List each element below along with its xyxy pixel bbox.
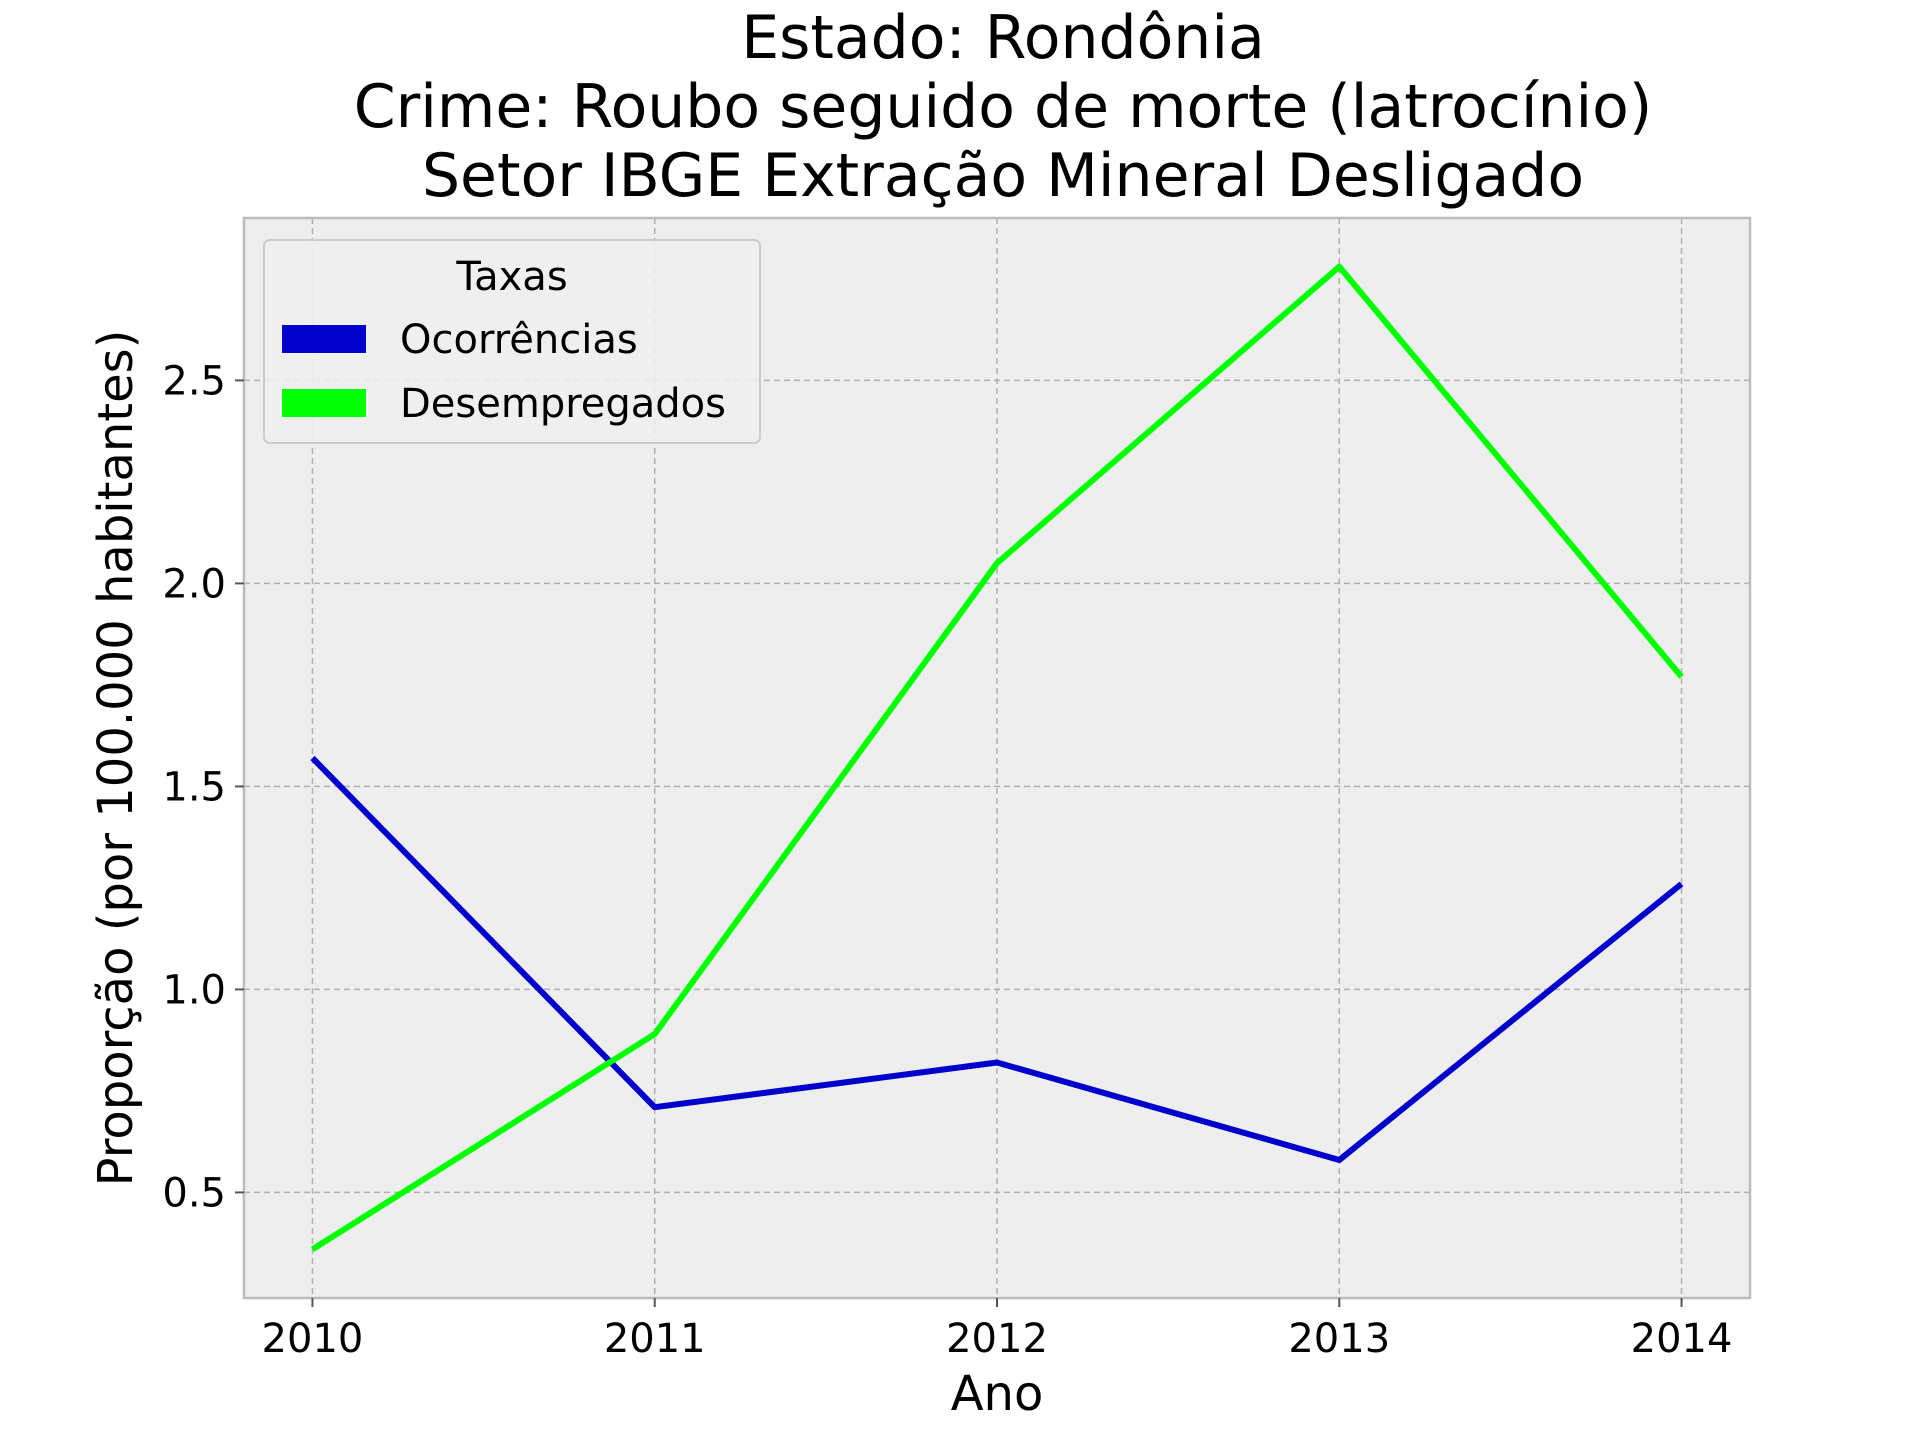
title-line-3: Setor IBGE Extração Mineral Desligado bbox=[422, 141, 1584, 211]
series bbox=[310, 263, 1684, 1252]
legend-swatch-desempregados bbox=[282, 389, 366, 417]
y-axis-label: Proporção (por 100.000 habitantes) bbox=[88, 330, 144, 1187]
y-tick-label: 2.5 bbox=[162, 358, 226, 404]
legend-title: Taxas bbox=[455, 254, 567, 300]
legend-label-desempregados: Desempregados bbox=[400, 381, 726, 427]
x-tick-label: 2014 bbox=[1631, 1316, 1733, 1362]
legend: Taxas Ocorrências Desempregados bbox=[263, 239, 761, 444]
title-line-2: Crime: Roubo seguido de morte (latrocíni… bbox=[354, 72, 1653, 142]
x-tick-label: 2011 bbox=[604, 1316, 706, 1362]
x-tick-label: 2013 bbox=[1288, 1316, 1390, 1362]
y-tick-label: 0.5 bbox=[162, 1170, 226, 1216]
x-axis-label: Ano bbox=[951, 1366, 1044, 1422]
y-tick-label: 2.0 bbox=[162, 561, 226, 607]
y-axis-ticks: 0.5 1.0 1.5 2.0 2.5 bbox=[162, 358, 244, 1216]
y-tick-label: 1.5 bbox=[162, 764, 226, 810]
title-line-1: Estado: Rondônia bbox=[741, 3, 1265, 73]
y-tick-label: 1.0 bbox=[162, 967, 226, 1013]
series-line-1 bbox=[310, 263, 1684, 1252]
grid bbox=[244, 218, 1750, 1298]
legend-box bbox=[263, 239, 761, 444]
x-tick-label: 2010 bbox=[262, 1316, 364, 1362]
x-tick-label: 2012 bbox=[946, 1316, 1048, 1362]
legend-label-ocorrencias: Ocorrências bbox=[400, 317, 638, 363]
series-line-0 bbox=[310, 755, 1684, 1163]
x-axis-ticks: 2010 2011 2012 2013 2014 bbox=[262, 1298, 1733, 1362]
chart-title: Estado: Rondônia Crime: Roubo seguido de… bbox=[354, 3, 1653, 211]
legend-swatch-ocorrencias bbox=[282, 325, 366, 353]
